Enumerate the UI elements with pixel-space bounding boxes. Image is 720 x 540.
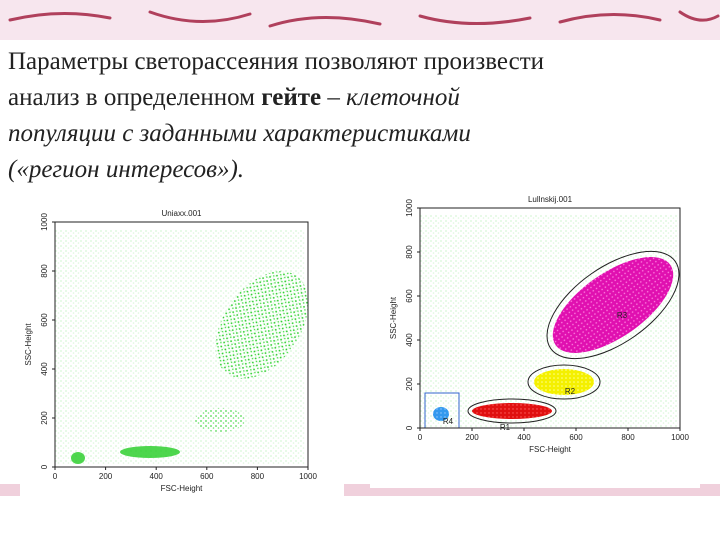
x-tick-label: 800 [251,472,265,481]
plot-1-dots [55,230,309,465]
text-line: («регион интересов»). [8,152,713,188]
x-tick-label: 800 [621,433,635,442]
italic-text: («регион интересов»). [8,156,245,183]
y-tick-label: 400 [40,362,49,376]
italic-text: клеточной [346,84,460,111]
italic-text: популяции с заданными характеристиками [8,120,471,147]
y-tick-label: 400 [405,333,414,347]
slide-text: Параметры светорассеяния позволяют произ… [8,44,713,188]
region-label: R3 [617,311,628,320]
y-axis-label: SSC-Height [24,323,33,366]
region-label: R2 [565,387,576,396]
y-tick-label: 200 [40,411,49,425]
x-axis-label: FSC-Height [161,484,204,493]
plot-frame [419,207,681,429]
x-tick-label: 1000 [671,433,689,442]
y-tick-label: 200 [405,377,414,391]
y-tick-label: 0 [40,464,49,469]
region-label: R1 [500,423,511,432]
plot-title: Uniaxx.001 [161,209,202,218]
x-tick-label: 400 [517,433,531,442]
plot-2-dots [420,215,678,427]
y-tick-label: 800 [405,245,414,259]
y-tick-label: 600 [40,313,49,327]
y-tick-label: 1000 [40,213,49,231]
text: анализ в определенном [8,84,262,111]
text: – [321,84,347,111]
x-tick-label: 0 [53,472,58,481]
y-tick-label: 600 [405,289,414,303]
region-gates [424,250,680,429]
x-tick-label: 0 [418,433,423,442]
plot-frame [54,221,309,468]
x-tick-label: 600 [200,472,214,481]
x-tick-label: 200 [99,472,113,481]
x-axis-label: FSC-Height [529,445,572,454]
decor-strokes [8,10,720,28]
y-axis-label: SSC-Height [389,296,398,339]
y-tick-label: 800 [40,264,49,278]
text-line: анализ в определенном гейте – клеточной [8,80,713,116]
y-tick-label: 0 [405,425,414,430]
bold-term: гейте [261,84,322,111]
y-tick-label: 1000 [405,199,414,217]
x-tick-label: 400 [150,472,164,481]
x-tick-label: 1000 [299,472,317,481]
text-line: популяции с заданными характеристиками [8,116,713,152]
plot-title: Lullnskij.001 [528,195,573,204]
text: Параметры светорассеяния позволяют произ… [8,48,545,75]
text-line: Параметры светорассеяния позволяют произ… [8,44,713,80]
x-tick-label: 600 [569,433,583,442]
x-tick-label: 200 [465,433,479,442]
region-label: R4 [443,417,454,426]
